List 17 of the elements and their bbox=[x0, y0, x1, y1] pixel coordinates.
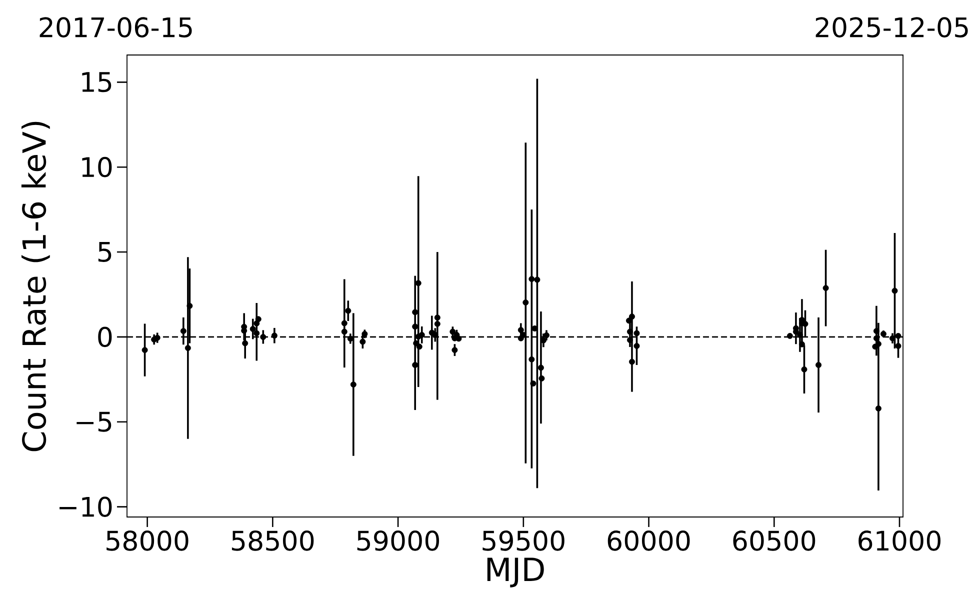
x-tick-label: 58500 bbox=[232, 530, 314, 551]
x-tick-label: 58000 bbox=[106, 530, 188, 551]
x2-tick-label: 2025-12-05 bbox=[816, 17, 968, 38]
y-tick-label: 0 bbox=[98, 326, 112, 348]
y-tick-label: 15 bbox=[82, 72, 112, 92]
x2-tick-label: 2017-06-15 bbox=[40, 17, 192, 38]
y-tick-label: −10 bbox=[60, 496, 112, 517]
y-tick-label: −5 bbox=[76, 412, 112, 432]
y-tick-label: 10 bbox=[82, 156, 112, 178]
x-tick-label: 60500 bbox=[733, 530, 816, 551]
y-axis-title: Count Rate (1-6 keV) bbox=[21, 122, 50, 452]
x-tick-label: 59000 bbox=[357, 530, 440, 551]
y-tick-label: 5 bbox=[98, 242, 112, 262]
x-axis-title: MJD bbox=[487, 558, 544, 588]
x-tick-label: 60000 bbox=[608, 530, 690, 551]
x-tick-label: 61000 bbox=[858, 530, 940, 551]
x-tick-label: 59500 bbox=[482, 530, 564, 551]
